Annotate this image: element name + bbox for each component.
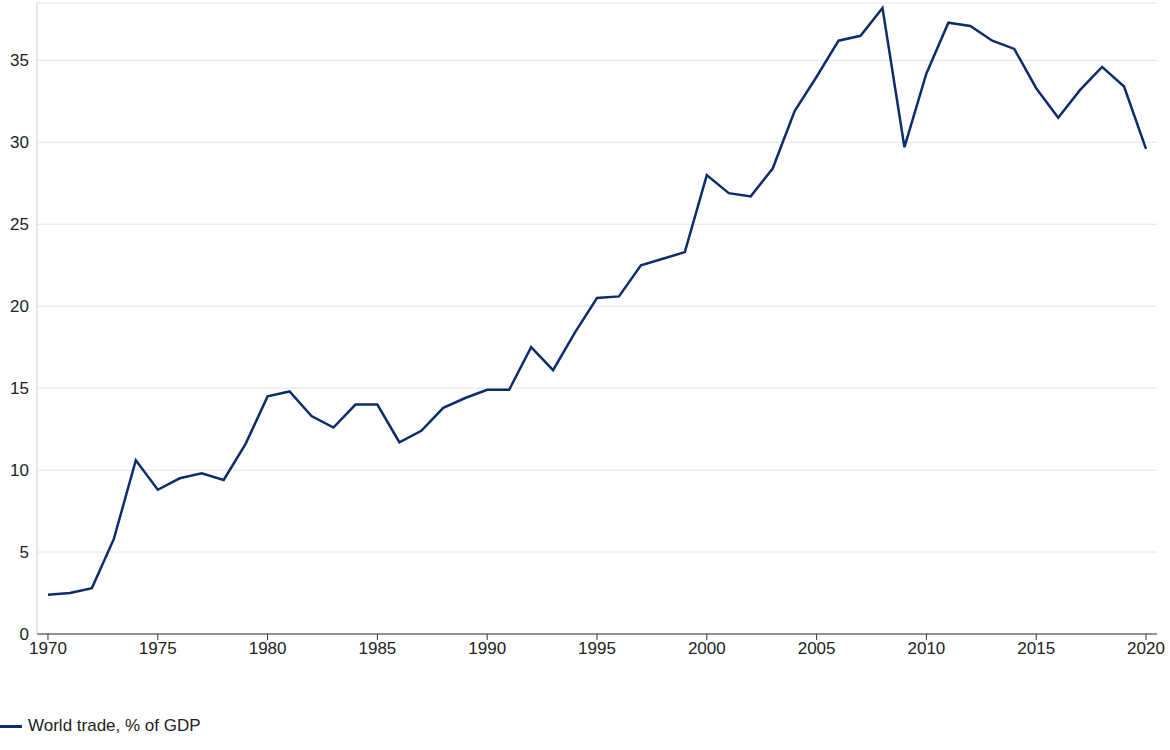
svg-text:2020: 2020 — [1127, 639, 1162, 658]
svg-text:0: 0 — [20, 625, 29, 644]
svg-text:5: 5 — [20, 543, 29, 562]
svg-text:2005: 2005 — [798, 639, 836, 658]
svg-text:1990: 1990 — [468, 639, 506, 658]
svg-text:1995: 1995 — [578, 639, 616, 658]
svg-text:35: 35 — [10, 51, 29, 70]
svg-text:2015: 2015 — [1017, 639, 1055, 658]
svg-text:1970: 1970 — [29, 639, 67, 658]
html-text:World trade, % of GDP: World trade, % of GDP — [28, 716, 201, 735]
svg-text:1980: 1980 — [249, 639, 287, 658]
svg-text:1975: 1975 — [139, 639, 177, 658]
svg-text:2010: 2010 — [907, 639, 945, 658]
svg-text:1985: 1985 — [358, 639, 396, 658]
svg-text:15: 15 — [10, 379, 29, 398]
svg-text:20: 20 — [10, 297, 29, 316]
svg-text:10: 10 — [10, 461, 29, 480]
svg-text:30: 30 — [10, 133, 29, 152]
svg-text:2000: 2000 — [688, 639, 726, 658]
svg-text:25: 25 — [10, 215, 29, 234]
